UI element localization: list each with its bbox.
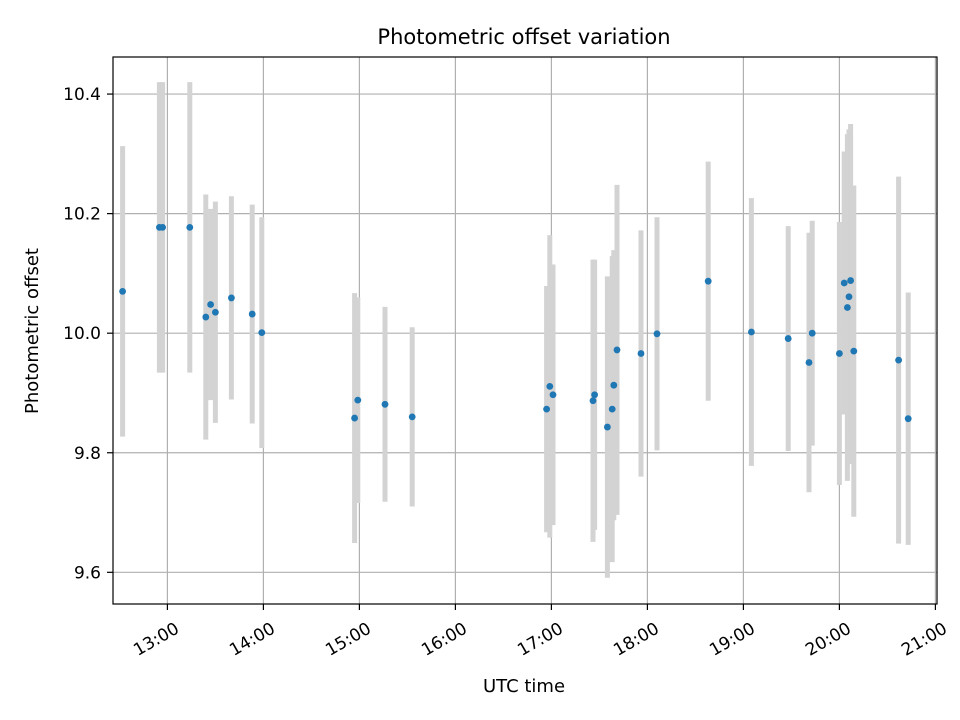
- data-point: [381, 400, 389, 408]
- data-point: [608, 405, 616, 413]
- data-point: [589, 397, 597, 405]
- data-point: [653, 330, 661, 338]
- data-point: [351, 414, 358, 422]
- tick-layer: 13:00 14:00 15:00 16:00 17:00 18:00 19:00 20:00…: [63, 85, 951, 661]
- y-tick-label: 9.8: [74, 444, 101, 464]
- data-point: [207, 301, 215, 308]
- x-tick-label: 13:00: [130, 619, 182, 661]
- data-point: [704, 277, 712, 285]
- data-point: [546, 382, 554, 390]
- data-point: [850, 347, 858, 355]
- data-point: [748, 328, 755, 336]
- data-point: [637, 350, 645, 357]
- data-point: [613, 346, 621, 354]
- data-point: [591, 391, 598, 399]
- x-tick-label: 16:00: [418, 619, 470, 661]
- chart-title: Photometric offset variation: [377, 25, 670, 49]
- errorbar-layer: [120, 82, 911, 578]
- data-point: [228, 294, 235, 302]
- x-tick-label: 20:00: [802, 619, 854, 661]
- y-tick-label: 9.6: [74, 563, 101, 583]
- data-point: [119, 287, 126, 295]
- y-axis-title: Photometric offset: [22, 248, 43, 414]
- data-point: [836, 350, 843, 357]
- y-tick-label: 10.4: [63, 85, 101, 105]
- data-point: [847, 277, 854, 284]
- x-tick-label: 19:00: [706, 619, 758, 661]
- data-point: [904, 415, 912, 423]
- data-point: [408, 413, 416, 421]
- data-point: [895, 356, 902, 364]
- x-tick-label: 21:00: [898, 619, 950, 661]
- x-tick-label: 18:00: [610, 619, 662, 661]
- data-point: [610, 381, 618, 389]
- data-point: [845, 293, 853, 301]
- data-point: [159, 223, 167, 231]
- data-point: [604, 423, 611, 431]
- data-point: [784, 335, 792, 342]
- data-point: [354, 396, 362, 404]
- point-layer: [119, 223, 912, 431]
- data-point: [212, 308, 219, 316]
- data-point: [844, 304, 851, 311]
- data-point: [549, 391, 557, 399]
- x-tick-label: 15:00: [322, 619, 374, 661]
- data-point: [258, 329, 266, 336]
- y-tick-label: 10.0: [63, 324, 101, 344]
- data-point: [808, 329, 816, 337]
- x-tick-label: 17:00: [514, 619, 566, 661]
- data-point: [186, 223, 194, 231]
- data-point: [202, 313, 210, 321]
- x-axis-title: UTC time: [483, 676, 565, 697]
- y-tick-label: 10.2: [63, 205, 101, 225]
- data-point: [248, 310, 256, 318]
- data-point: [840, 279, 848, 287]
- x-tick-label: 14:00: [226, 619, 278, 661]
- data-point: [543, 405, 550, 413]
- data-point: [805, 359, 813, 366]
- plot-frame: [112, 56, 938, 605]
